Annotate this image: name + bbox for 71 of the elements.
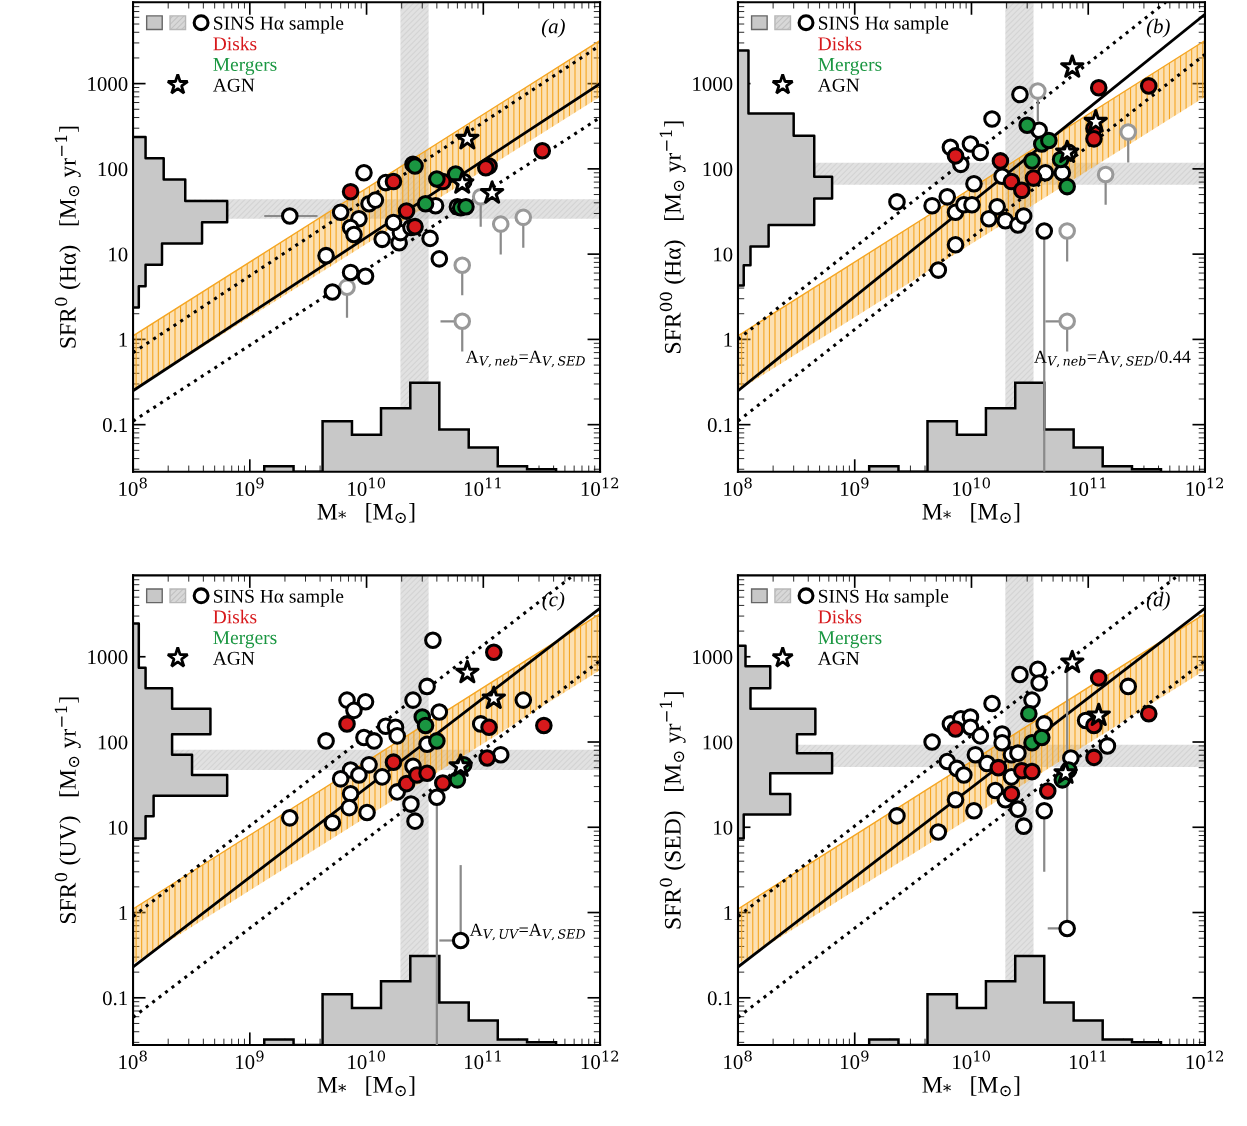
x-tick-label: 10$^{11}$ (1069, 477, 1106, 497)
text: M$_{*}$ [M$_{⊙}$] (922, 1076, 1020, 1097)
x-tick-label: 10$^{8}$ (724, 1050, 752, 1070)
x-tick-label: 10$^{12}$ (581, 1050, 619, 1070)
text: (a) (541, 18, 565, 38)
x-tick-label: 10$^{10}$ (348, 1050, 386, 1070)
legend-label: SINS Hα sample (214, 589, 344, 607)
y-axis-title: SFR$^{0}$ (SED) [M$_{⊙}$ yr$^{−1}$] (659, 692, 686, 929)
y-tick-label: 1000 (693, 76, 733, 92)
text: Disks (213, 609, 257, 624)
x-tick-label: 10$^{11}$ (1069, 1050, 1106, 1070)
x-tick-label: 10$^{9}$ (236, 477, 264, 497)
x-tick-label: 10$^{8}$ (119, 1050, 147, 1070)
legend-label: SINS Hα sample (819, 589, 949, 607)
annotation: A$_{V,UV}$=A$_{V,SED}$ (469, 923, 585, 941)
x-tick-label: 10$^{12}$ (1186, 477, 1224, 497)
y-tick-label: 100 (98, 735, 128, 750)
x-tick-label: 10$^{8}$ (119, 477, 147, 497)
text: Mergers (213, 631, 277, 649)
text: Disks (818, 609, 862, 624)
x-tick-label: 10$^{10}$ (348, 477, 386, 497)
x-tick-label: 10$^{9}$ (841, 477, 869, 497)
y-axis-title: SFR$^{00}$ (Hα) [M$_{⊙}$ yr$^{−1}$] (659, 121, 686, 353)
text: Disks (213, 36, 257, 51)
legend-label: SINS Hα sample (819, 15, 949, 34)
legend-label: AGN (212, 651, 255, 665)
annotation: A$_{V,neb}$=A$_{V,SED}$ (465, 350, 585, 368)
annotation: A$_{V,neb}$=A$_{V,SED}$/0.44 (1034, 350, 1191, 368)
x-tick-label: 10$^{9}$ (236, 1050, 264, 1070)
legend-label: AGN (212, 78, 255, 92)
y-tick-label: 1 (724, 332, 732, 347)
y-tick-label: 0.1 (102, 991, 127, 1006)
y-tick-label: 10 (714, 820, 733, 835)
y-axis-title: SFR$^{0}$ (Hα) [M$_{⊙}$ yr$^{−1}$] (54, 126, 81, 348)
x-tick-label: 10$^{11}$ (465, 1050, 501, 1070)
text: Mergers (213, 58, 277, 76)
y-tick-label: 100 (703, 735, 733, 750)
x-tick-label: 10$^{9}$ (841, 1050, 869, 1070)
x-tick-label: 10$^{11}$ (465, 477, 501, 497)
text: M$_{*}$ [M$_{⊙}$] (317, 1076, 415, 1097)
y-tick-label: 100 (703, 162, 733, 177)
x-tick-label: 10$^{10}$ (953, 1050, 990, 1070)
y-tick-label: 1000 (88, 76, 128, 92)
y-tick-label: 0.1 (102, 418, 127, 433)
x-tick-label: 10$^{8}$ (724, 477, 752, 497)
y-tick-label: 10 (109, 247, 128, 262)
y-tick-label: 1 (724, 906, 732, 920)
text: (b) (1146, 18, 1170, 38)
x-tick-label: 10$^{12}$ (581, 477, 619, 497)
text: (c) (542, 591, 565, 611)
text: M$_{*}$ [M$_{⊙}$] (922, 503, 1020, 524)
x-tick-label: 10$^{10}$ (953, 477, 990, 497)
legend-label: SINS Hα sample (214, 15, 344, 34)
y-tick-label: 10 (109, 820, 128, 835)
y-tick-label: 0.1 (707, 991, 732, 1006)
y-tick-label: 1 (119, 332, 127, 347)
y-tick-label: 1 (119, 906, 127, 920)
y-tick-label: 10 (714, 247, 733, 262)
text: Disks (818, 36, 862, 51)
legend-label: AGN (817, 78, 860, 92)
legend-label: AGN (817, 651, 860, 665)
y-tick-label: 1000 (88, 650, 128, 665)
y-tick-label: 100 (98, 162, 128, 177)
y-axis-title: SFR$^{0}$ (UV) [M$_{⊙}$ yr$^{−1}$] (54, 697, 81, 924)
text: Mergers (818, 631, 882, 649)
text: (d) (1146, 591, 1170, 611)
text: Mergers (818, 58, 882, 76)
x-tick-label: 10$^{12}$ (1186, 1050, 1224, 1070)
y-tick-label: 0.1 (707, 418, 732, 433)
text: M$_{*}$ [M$_{⊙}$] (317, 503, 415, 524)
y-tick-label: 1000 (693, 650, 733, 665)
